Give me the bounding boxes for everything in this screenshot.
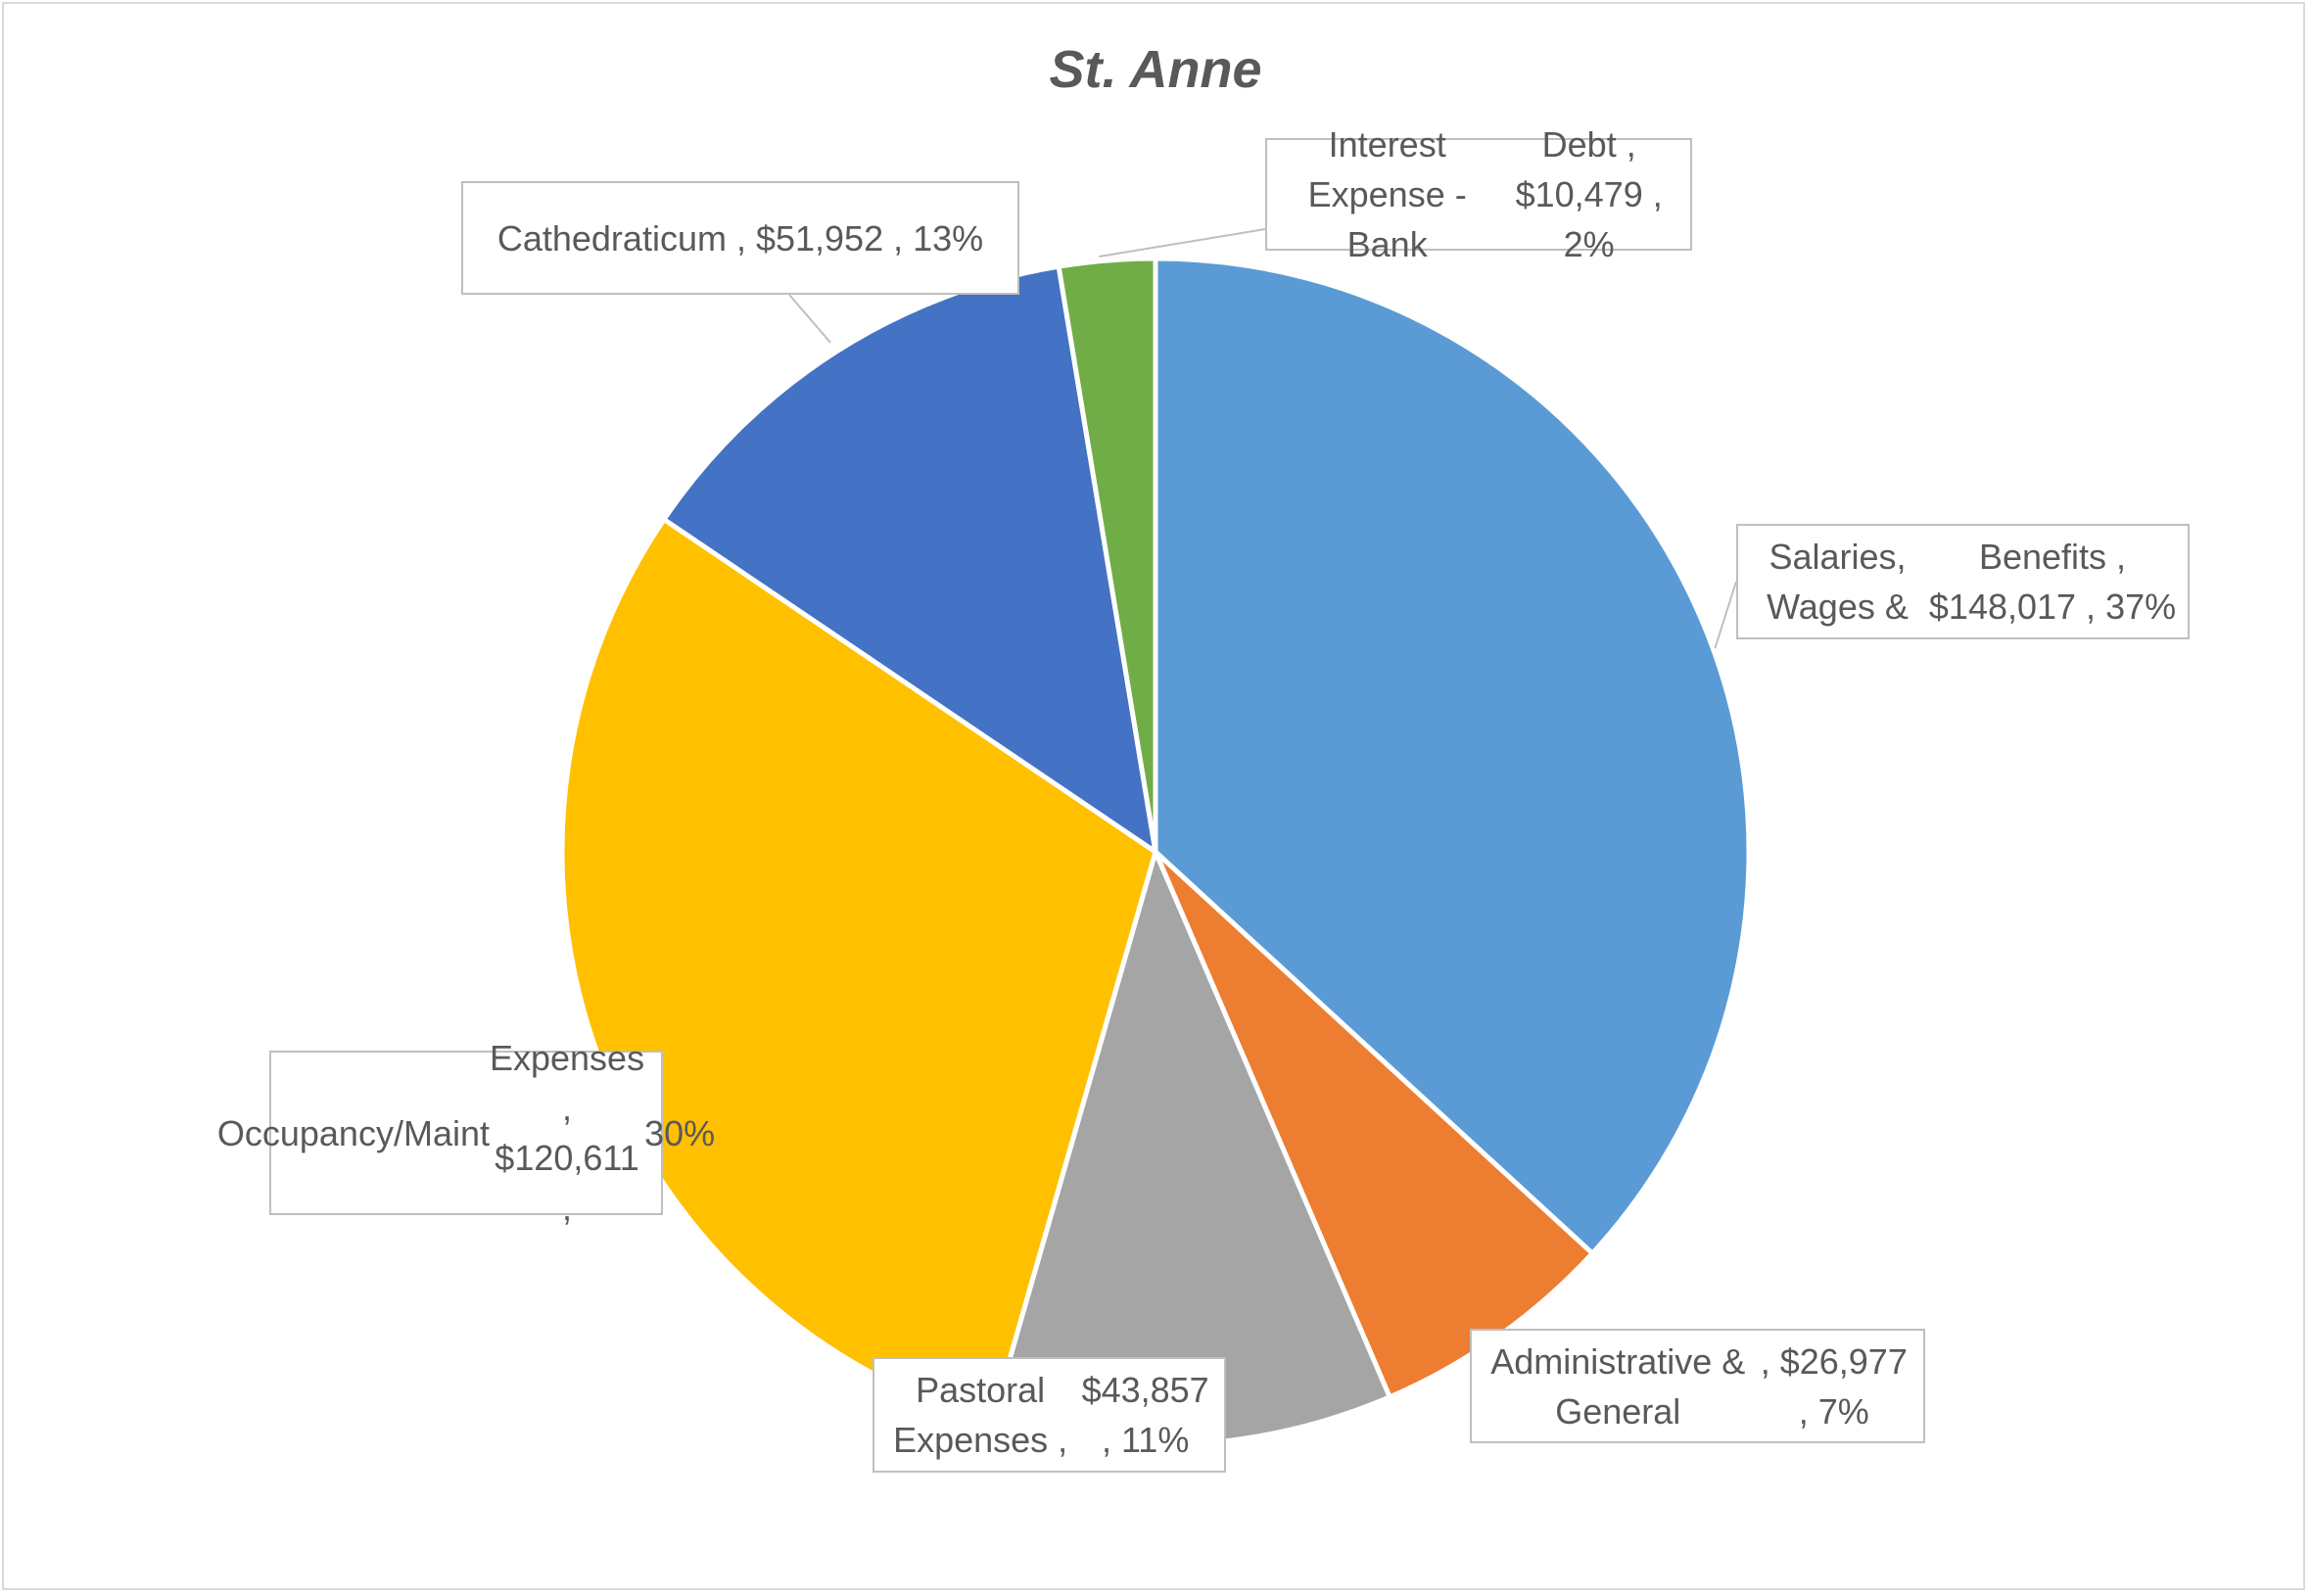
pie-slice-interest-expense (1056, 256, 1158, 855)
data-label-interest-expense: Interest Expense - Bank Debt , $10,479 ,… (1265, 124, 1692, 264)
data-label-pastoral: Pastoral Expenses , $43,857 , 11% (873, 1357, 1226, 1473)
data-label-cathedraticum: Cathedraticum , $51,952 , 13% (461, 181, 1019, 295)
data-label-line: Interest Expense - Bank (1307, 124, 1467, 264)
data-label-line: Administrative & General (1490, 1340, 1746, 1432)
leader-line-interest-expense (1099, 228, 1266, 258)
chart-title: St. Anne (1049, 40, 1262, 99)
leader-line-cathedraticum (788, 294, 831, 344)
data-label-line: Salaries, Wages & (1767, 537, 1909, 627)
data-label-line: Debt , $10,479 , 2% (1515, 124, 1663, 264)
data-label-salaries: Salaries, Wages & Benefits , $148,017 , … (1736, 524, 2190, 639)
data-label-line: Occupancy/Maint (216, 1112, 490, 1153)
pie-slice-salaries (1153, 256, 1752, 1256)
data-label-line: Expenses , $120,611 , (489, 1038, 645, 1228)
data-label-line: Cathedraticum , $51,952 , 13% (496, 217, 984, 258)
leader-line-salaries (1714, 581, 1737, 649)
data-label-line: 30% (644, 1112, 716, 1153)
data-label-line: Pastoral Expenses , (893, 1370, 1068, 1460)
data-label-line: $43,857 , 11% (1081, 1370, 1209, 1460)
data-label-line: , $26,977 , 7% (1760, 1340, 1908, 1432)
data-label-line: Benefits , $148,017 , 37% (1928, 537, 2177, 627)
data-label-occupancy: Occupancy/Maint Expenses , $120,611 , 30… (217, 1038, 715, 1228)
data-label-administrative: Administrative & General , $26,977 , 7% (1470, 1329, 1925, 1443)
